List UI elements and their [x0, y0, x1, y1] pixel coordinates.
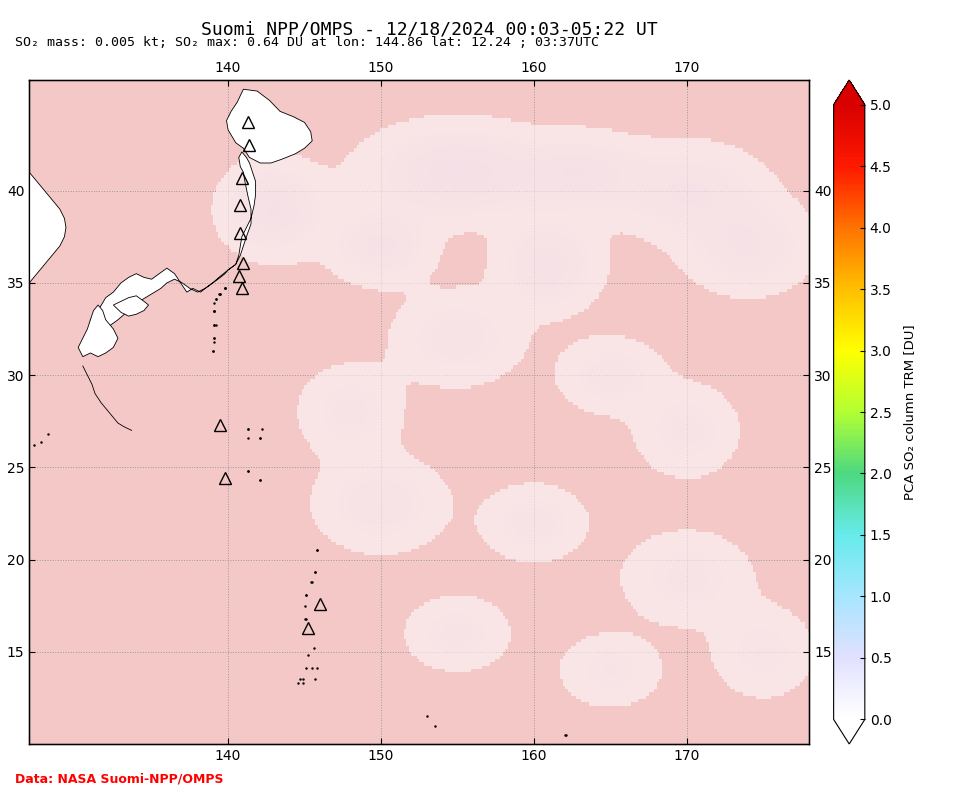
Polygon shape	[0, 154, 66, 302]
Text: SO₂ mass: 0.005 kt; SO₂ max: 0.64 DU at lon: 144.86 lat: 12.24 ; 03:37UTC: SO₂ mass: 0.005 kt; SO₂ max: 0.64 DU at …	[15, 36, 599, 49]
Text: Suomi NPP/OMPS - 12/18/2024 00:03-05:22 UT: Suomi NPP/OMPS - 12/18/2024 00:03-05:22 …	[201, 20, 657, 38]
Polygon shape	[88, 152, 255, 353]
PathPatch shape	[834, 80, 865, 105]
Y-axis label: PCA SO₂ column TRM [DU]: PCA SO₂ column TRM [DU]	[903, 324, 916, 500]
Polygon shape	[78, 305, 118, 357]
Polygon shape	[226, 90, 312, 163]
PathPatch shape	[834, 719, 865, 744]
Text: Data: NASA Suomi-NPP/OMPS: Data: NASA Suomi-NPP/OMPS	[15, 773, 223, 786]
Polygon shape	[113, 296, 148, 316]
